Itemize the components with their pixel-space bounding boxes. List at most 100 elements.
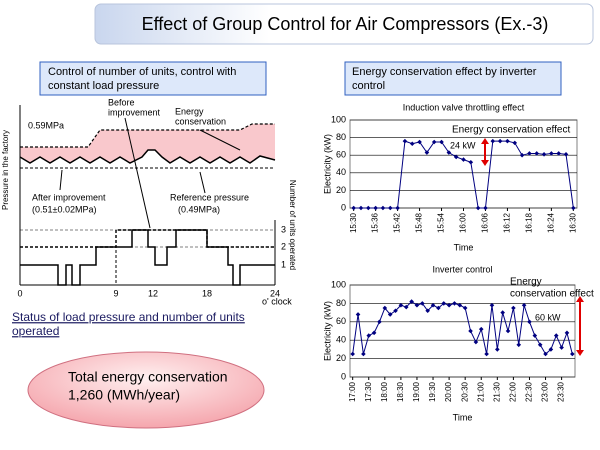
data-point bbox=[505, 138, 510, 144]
y-tick-label: 0 bbox=[341, 371, 346, 381]
x-tick-label: 20:00 bbox=[444, 381, 453, 402]
data-point bbox=[446, 150, 452, 155]
data-point bbox=[373, 205, 378, 211]
before-label: improvement bbox=[108, 107, 161, 117]
data-point bbox=[461, 157, 466, 162]
y-label: Electricity (kW) bbox=[322, 301, 332, 361]
data-point bbox=[355, 312, 361, 317]
slide-title: Effect of Group Control for Air Compress… bbox=[142, 14, 549, 34]
data-point bbox=[500, 310, 505, 315]
data-point bbox=[489, 302, 495, 308]
data-point bbox=[350, 351, 355, 357]
after-units bbox=[20, 229, 275, 286]
x-tick-label: 18 bbox=[202, 288, 212, 298]
y-tick-label: 60 bbox=[336, 150, 346, 160]
x-tick-label: 21:30 bbox=[492, 381, 501, 402]
data-point bbox=[403, 304, 409, 310]
data-point bbox=[516, 342, 522, 348]
x-tick-label: 16:06 bbox=[481, 212, 490, 233]
annotation: 24 kW bbox=[450, 140, 476, 150]
pressure-diagram: Pressure in the factory Number of units … bbox=[1, 97, 297, 306]
data-point bbox=[441, 301, 447, 306]
unit-tick: 3 bbox=[281, 224, 286, 234]
right-heading-box bbox=[344, 61, 562, 96]
unit-tick: 2 bbox=[281, 241, 286, 251]
data-point bbox=[571, 205, 576, 211]
after-pressure bbox=[19, 149, 276, 164]
data-point bbox=[527, 151, 532, 156]
data-point bbox=[549, 151, 554, 156]
x-tick-label: 17:30 bbox=[364, 381, 373, 402]
data-point bbox=[532, 333, 538, 338]
right-heading: control bbox=[352, 80, 385, 92]
after-label: (0.51±0.02MPa) bbox=[32, 204, 96, 214]
data-point bbox=[564, 330, 570, 336]
left-heading-box bbox=[39, 61, 267, 96]
x-tick-label: 0 bbox=[17, 288, 22, 298]
data-point bbox=[387, 205, 393, 211]
pointer bbox=[199, 171, 206, 194]
data-point bbox=[473, 339, 479, 345]
data-point bbox=[446, 302, 452, 308]
summary: Total energy conservation bbox=[68, 369, 228, 385]
data-point bbox=[424, 150, 430, 155]
data-point bbox=[361, 351, 366, 357]
data-point bbox=[387, 312, 393, 317]
data-point bbox=[382, 305, 388, 311]
left-heading: Control of number of units, control with bbox=[48, 66, 236, 78]
before-label: Before bbox=[108, 97, 135, 107]
x-tick-label: 23:00 bbox=[541, 381, 550, 402]
y-tick-label: 20 bbox=[336, 185, 346, 195]
y-tick-label: 100 bbox=[331, 279, 346, 289]
data-point bbox=[393, 308, 398, 314]
annotation: 60 kW bbox=[535, 312, 561, 322]
x-label: Time bbox=[453, 412, 473, 422]
data-point bbox=[527, 319, 532, 325]
x-label: Time bbox=[454, 242, 474, 252]
x-tick-label: 12 bbox=[148, 288, 158, 298]
energy-area bbox=[20, 124, 275, 163]
y-tick-label: 40 bbox=[336, 335, 346, 345]
reference-label: (0.49MPa) bbox=[178, 204, 220, 214]
data-point bbox=[512, 140, 518, 146]
data-point bbox=[541, 152, 547, 157]
data-point bbox=[563, 152, 569, 157]
arrow-head bbox=[576, 350, 584, 356]
data-point bbox=[453, 154, 459, 160]
energy-label: conservation bbox=[175, 116, 226, 126]
annotation: conservation effect bbox=[510, 289, 594, 300]
x-tick-label: 18:30 bbox=[396, 381, 405, 402]
data-point bbox=[425, 308, 430, 314]
data-point bbox=[495, 347, 500, 352]
x-tick-label: 15:42 bbox=[393, 212, 402, 233]
y-label: Electricity (kW) bbox=[322, 134, 332, 194]
data-point bbox=[358, 205, 364, 211]
x-tick-label: 22:00 bbox=[509, 381, 518, 402]
x-tick-label: 15:36 bbox=[371, 212, 380, 233]
pointer bbox=[124, 117, 151, 229]
x-tick-label: 15:48 bbox=[415, 212, 424, 233]
title-bar bbox=[94, 3, 594, 45]
data-point bbox=[468, 328, 473, 334]
data-point bbox=[431, 139, 437, 145]
data-point bbox=[478, 326, 484, 332]
x-tick-label: 19:30 bbox=[428, 381, 437, 402]
x-tick-label: 24 bbox=[270, 288, 280, 298]
data-point bbox=[398, 302, 404, 308]
data-point bbox=[505, 328, 511, 334]
caption: Status of load pressure and number of un… bbox=[12, 310, 245, 324]
y-tick-label: 40 bbox=[336, 167, 346, 177]
y-tick-label: 20 bbox=[336, 353, 346, 363]
data-point bbox=[395, 205, 400, 211]
data-point bbox=[553, 333, 559, 338]
data-point bbox=[548, 347, 554, 352]
chart-title: Induction valve throttling effect bbox=[403, 102, 525, 112]
data-point bbox=[457, 302, 463, 308]
summary: 1,260 (MWh/year) bbox=[68, 387, 180, 403]
data-point bbox=[452, 301, 457, 306]
x-tick-label: 21:00 bbox=[476, 381, 485, 402]
annotation: Energy conservation effect bbox=[452, 125, 570, 136]
y-tick-label: 100 bbox=[331, 114, 346, 124]
data-point bbox=[417, 139, 422, 145]
